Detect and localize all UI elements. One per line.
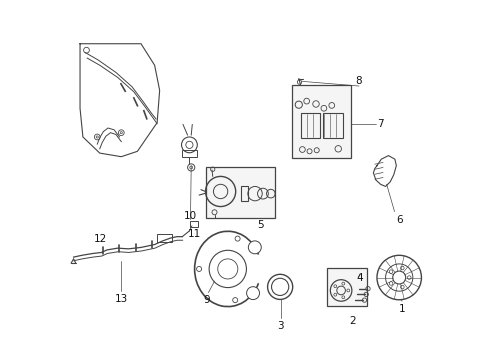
Bar (300, 113, 320, 138)
Text: 1: 1 (399, 304, 405, 314)
Text: 3: 3 (277, 320, 284, 330)
Text: 11: 11 (188, 229, 201, 239)
Circle shape (248, 241, 261, 254)
Bar (205, 167, 275, 218)
Text: 8: 8 (356, 76, 362, 86)
Bar (191, 221, 198, 226)
Text: 2: 2 (349, 316, 356, 326)
Bar (323, 113, 343, 138)
Text: 5: 5 (257, 220, 263, 230)
Bar (242, 186, 248, 201)
Bar (327, 267, 367, 306)
Text: 4: 4 (356, 273, 363, 283)
Bar (182, 149, 196, 157)
Text: 9: 9 (203, 296, 210, 306)
Bar (292, 85, 351, 158)
Circle shape (246, 287, 260, 300)
Text: 12: 12 (94, 234, 107, 244)
Text: 10: 10 (184, 211, 197, 221)
Bar (157, 234, 172, 242)
Text: 13: 13 (115, 294, 128, 304)
Text: 6: 6 (396, 215, 402, 225)
Text: 7: 7 (377, 120, 384, 129)
